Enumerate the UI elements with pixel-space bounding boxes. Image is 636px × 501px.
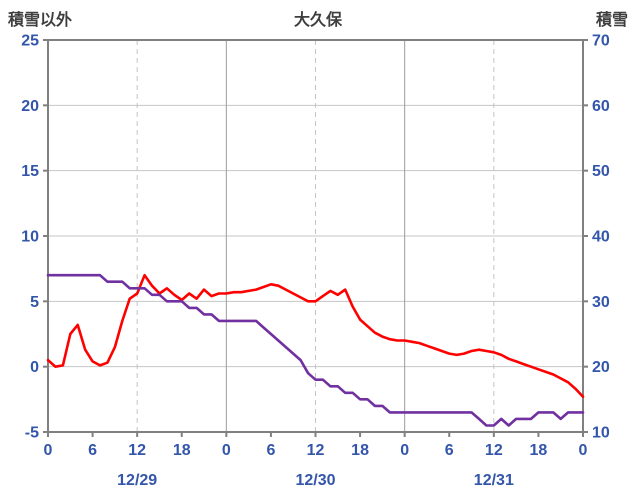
x-tick-label: 6 [266,442,275,459]
x-tick-label: 0 [579,442,588,459]
y-right-tick-label: 40 [592,229,610,246]
y-left-tick-label: 0 [30,359,39,376]
y-left-tick-label: 10 [21,229,39,246]
y-right-tick-label: 70 [592,33,610,50]
y-left-tick-label: 20 [21,98,39,115]
y-left-tick-label: 25 [21,33,39,50]
x-date-label: 12/29 [117,472,157,489]
x-tick-label: 12 [307,442,325,459]
y-left-tick-label: 15 [21,163,39,180]
y-right-tick-label: 50 [592,163,610,180]
x-tick-label: 0 [222,442,231,459]
right-axis-title: 積雪 [595,12,628,29]
series-line-left [46,273,585,399]
chart-title: 大久保 [293,12,342,29]
x-tick-label: 12 [485,442,503,459]
x-tick-label: 0 [44,442,53,459]
y-left-tick-label: -5 [25,425,39,442]
x-tick-label: 0 [400,442,409,459]
x-tick-label: 6 [88,442,97,459]
series-line-right [46,273,585,427]
x-tick-label: 18 [173,442,191,459]
y-right-tick-label: 60 [592,98,610,115]
x-tick-label: 12 [128,442,146,459]
x-date-label: 12/30 [295,472,335,489]
y-right-tick-label: 30 [592,294,610,311]
x-tick-label: 18 [530,442,548,459]
left-axis-title: 積雪以外 [8,12,73,29]
y-right-tick-label: 10 [592,425,610,442]
y-right-tick-label: 20 [592,359,610,376]
x-tick-label: 6 [445,442,454,459]
y-left-tick-label: 5 [30,294,39,311]
x-date-label: 12/31 [474,472,514,489]
x-tick-label: 18 [351,442,369,459]
